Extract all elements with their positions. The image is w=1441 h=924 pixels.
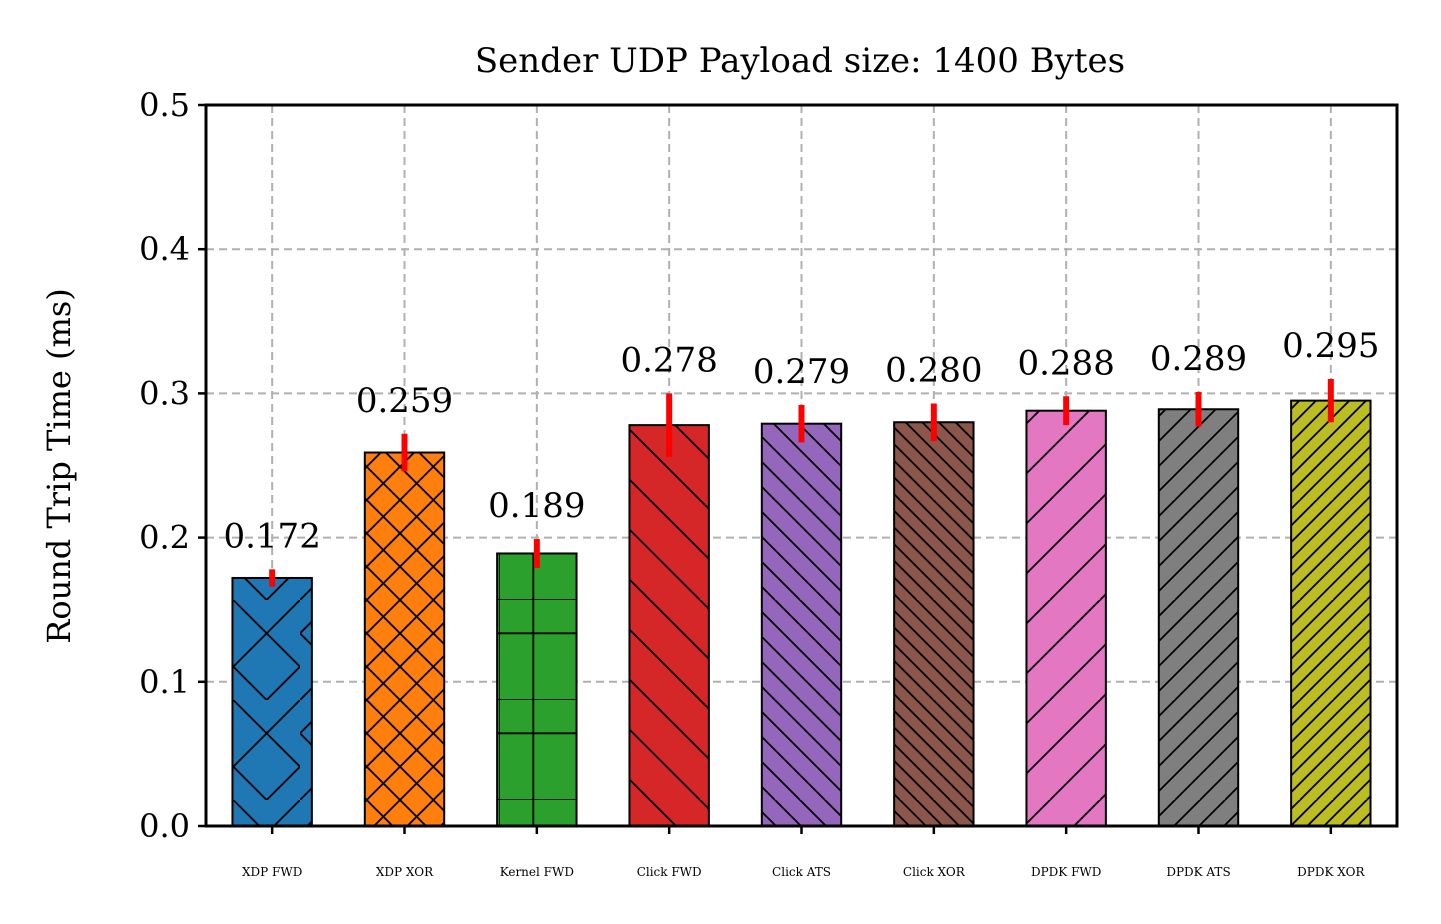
data-label: 0.259 bbox=[356, 381, 453, 421]
y-tick-label: 0.3 bbox=[139, 374, 190, 412]
x-tick-label: Click FWD bbox=[637, 865, 702, 879]
y-axis-label: Round Trip Time (ms) bbox=[40, 288, 78, 644]
y-tick-label: 0.4 bbox=[139, 230, 190, 268]
x-tick-label: Kernel FWD bbox=[500, 865, 574, 879]
data-label: 0.295 bbox=[1282, 326, 1379, 366]
bar bbox=[760, 422, 843, 827]
data-label: 0.279 bbox=[753, 352, 850, 392]
bar bbox=[628, 424, 710, 827]
x-tick-label: DPDK FWD bbox=[1031, 865, 1101, 879]
data-label: 0.280 bbox=[885, 350, 982, 390]
bar bbox=[496, 552, 578, 827]
data-labels: 0.172 0.259 0.189 0.278 0.279 0.280 0.288 0.289… bbox=[223, 326, 1379, 556]
bar bbox=[893, 421, 975, 827]
axes: 0.0 0.1 0.2 0.3 0.4 0.5 XDP FWD XDP XOR Kernel F… bbox=[139, 86, 1399, 879]
x-tick-label: DPDK XOR bbox=[1297, 865, 1365, 879]
data-label: 0.189 bbox=[488, 486, 585, 526]
data-label: 0.289 bbox=[1150, 339, 1247, 379]
bar bbox=[1290, 399, 1372, 827]
y-tick-label: 0.2 bbox=[139, 519, 190, 557]
bar bbox=[1157, 408, 1240, 827]
x-tick-label: Click ATS bbox=[772, 865, 831, 879]
y-tick-label: 0.1 bbox=[139, 663, 190, 701]
data-label: 0.278 bbox=[620, 340, 717, 380]
bar bbox=[363, 451, 446, 827]
y-tick-label: 0.0 bbox=[139, 807, 190, 845]
bar bbox=[1025, 409, 1107, 827]
chart-title: Sender UDP Payload size: 1400 Bytes bbox=[475, 41, 1125, 81]
bar bbox=[231, 576, 313, 828]
x-tick-label: XDP FWD bbox=[242, 865, 302, 879]
x-tick-label: DPDK ATS bbox=[1166, 865, 1230, 879]
x-tick-label: XDP XOR bbox=[376, 865, 434, 879]
y-tick-label: 0.5 bbox=[139, 86, 190, 124]
data-label: 0.288 bbox=[1017, 343, 1114, 383]
data-label: 0.172 bbox=[223, 516, 320, 556]
error-bars bbox=[269, 378, 1334, 587]
x-tick-label: Click XOR bbox=[903, 865, 966, 879]
